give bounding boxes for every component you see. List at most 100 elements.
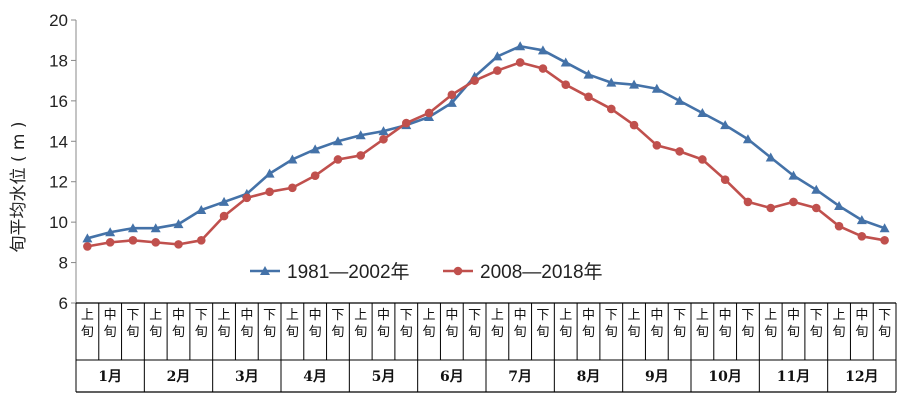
data-point [742,134,753,144]
y-axis [71,19,77,304]
x-tick-label-month: 6月 [440,369,464,385]
data-point [834,221,844,231]
data-point [173,219,184,229]
x-tick-label-dekad: 中旬 [650,308,663,340]
x-tick-label-dekad: 上旬 [696,308,709,340]
x-tick-label-dekad: 下旬 [536,308,549,340]
x-tick-label-dekad: 中旬 [172,308,185,340]
x-tick-label-dekad: 下旬 [741,308,754,340]
x-tick-label-dekad: 中旬 [240,308,253,340]
y-tick-label: 18 [49,51,68,70]
x-tick-label-dekad: 上旬 [423,308,436,340]
data-point [674,95,685,105]
data-point [651,83,662,93]
x-tick-label-month: 1月 [98,369,122,385]
legend-label: 1981—2002年 [287,261,410,283]
data-point [561,80,571,89]
x-tick-label-dekad: 上旬 [218,308,231,340]
x-tick-label-month: 4月 [303,369,327,385]
series-2 [83,58,889,251]
data-point [470,76,479,85]
data-point [788,170,799,180]
data-point [356,151,366,160]
data-point [538,64,548,73]
data-point [537,45,548,55]
x-tick-label-month: 10月 [708,369,741,385]
data-point [584,92,593,102]
data-point [652,141,662,150]
x-tick-label-dekad: 下旬 [878,308,891,340]
data-point [83,242,92,251]
x-tick-label-month: 3月 [235,369,259,385]
data-point [355,130,366,140]
y-tick-label: 6 [59,294,68,313]
data-point [378,126,389,136]
x-tick-label-dekad: 上旬 [628,308,641,340]
x-tick-label-dekad: 下旬 [400,308,413,340]
data-point [789,197,798,207]
data-point [128,236,138,245]
x-tick-label-dekad: 中旬 [787,308,800,340]
x-tick-label-dekad: 上旬 [491,308,504,340]
x-tick-label-dekad: 中旬 [514,308,527,340]
data-point [857,231,867,241]
x-tick-label-dekad: 下旬 [810,308,823,340]
data-point [515,41,526,51]
x-tick-label-month: 5月 [372,369,396,385]
data-point [629,120,639,130]
x-tick-label-month: 12月 [845,369,878,385]
data-point [515,58,525,67]
x-tick-label-dekad: 中旬 [719,308,732,340]
data-point [766,203,776,213]
x-tick-label-month: 2月 [167,369,191,385]
x-tick-label-dekad: 上旬 [764,308,777,340]
data-point [675,147,684,156]
x-tick-label-dekad: 上旬 [149,308,162,340]
data-point [310,144,321,154]
data-point [287,154,298,164]
data-point [880,236,889,245]
data-point [333,155,343,164]
data-point [242,193,252,203]
x-tick-label-dekad: 中旬 [377,308,390,340]
data-point [583,69,594,79]
data-point [379,134,388,144]
data-point [196,236,206,245]
data-point [493,66,502,75]
data-point [720,175,730,184]
x-tick-label-dekad: 中旬 [445,308,458,340]
x-tick-label-month: 7月 [508,369,532,385]
data-point [856,215,867,225]
data-point [150,223,161,233]
x-tick-label-dekad: 下旬 [126,308,139,340]
data-point [629,79,640,89]
data-point [196,205,207,215]
data-point [151,238,161,247]
legend: 1981—2002年 2008—2018年 [250,261,603,283]
x-tick-label-dekad: 上旬 [286,308,299,340]
data-point [332,136,343,146]
data-point [288,183,297,193]
legend-label: 2008—2018年 [480,261,603,283]
data-point [424,108,434,118]
data-point [446,97,457,107]
x-tick-label-dekad: 中旬 [582,308,595,340]
legend-swatch-marker [453,266,463,276]
x-tick-label-dekad: 上旬 [559,308,572,340]
x-tick-label-dekad: 下旬 [468,308,481,340]
legend-swatch-marker [260,266,270,275]
y-tick-label: 8 [59,254,68,273]
x-tick-label-dekad: 下旬 [195,308,208,340]
data-point [743,197,753,207]
data-point [606,77,617,87]
y-tick-label: 16 [49,92,68,111]
x-tick-label-dekad: 下旬 [331,308,344,340]
x-tick-label-dekad: 上旬 [354,308,367,340]
data-point [219,196,230,206]
data-point [219,211,229,221]
data-point [606,104,616,114]
data-point [811,203,821,213]
x-tick-label-month: 9月 [645,369,669,385]
y-tick-labels: 6 8 10 12 14 16 18 20 [49,11,68,313]
